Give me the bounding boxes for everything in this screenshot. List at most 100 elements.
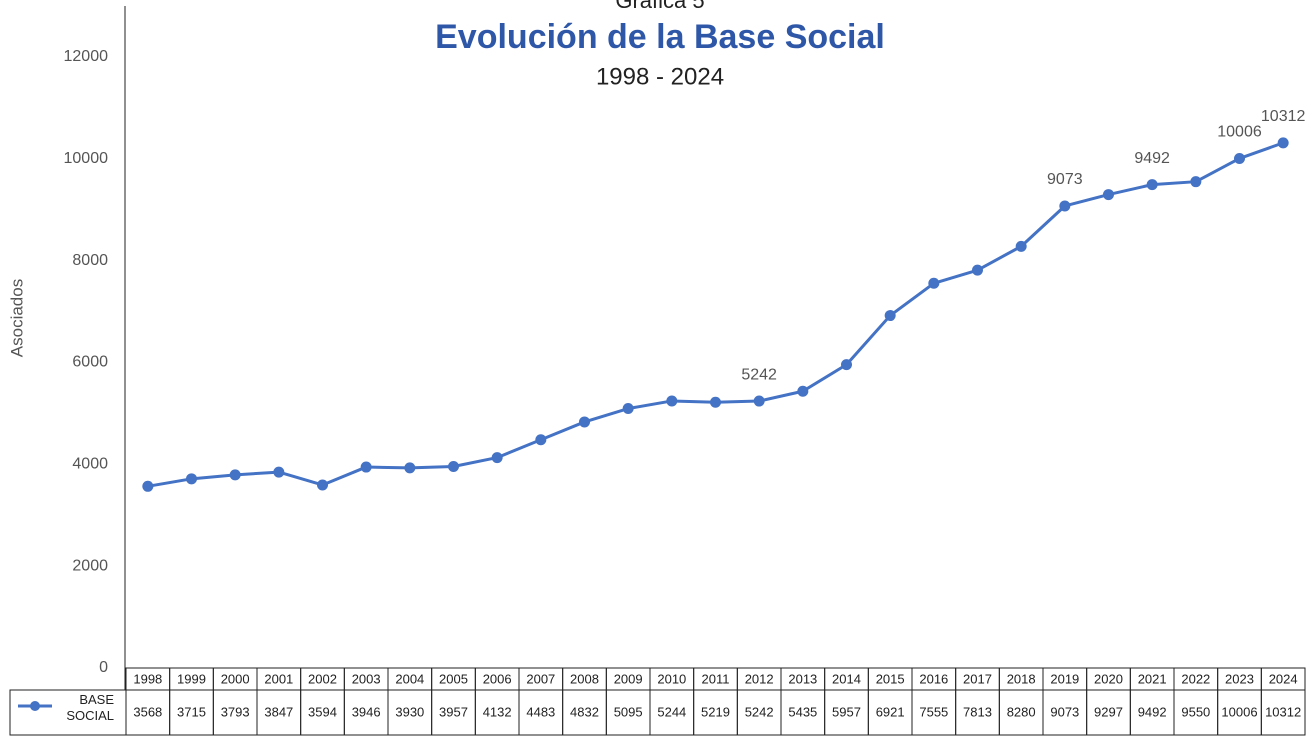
table-value: 4832 [570, 704, 599, 719]
data-label: 9492 [1134, 150, 1170, 167]
point [1277, 137, 1289, 149]
point [186, 473, 197, 485]
point [797, 385, 809, 397]
x-tick-label: 2006 [483, 671, 512, 686]
x-tick-label: 2019 [1050, 671, 1079, 686]
point [753, 395, 765, 407]
x-tick-label: 2018 [1007, 671, 1036, 686]
table-value: 3957 [439, 704, 468, 719]
legend-label: BASE SOCIAL [66, 692, 114, 723]
point [710, 396, 721, 408]
table-value: 7813 [963, 704, 992, 719]
table-value: 9073 [1050, 704, 1079, 719]
y-tick-label: 10000 [64, 150, 109, 167]
table-value: 3930 [395, 704, 424, 719]
y-tick-label: 6000 [72, 354, 108, 371]
chart-title: Evolución de la Base Social [435, 18, 885, 56]
x-tick-label: 2024 [1269, 671, 1298, 686]
point [1059, 200, 1071, 212]
x-tick-label: 2000 [221, 671, 250, 686]
chart-subtitle: 1998 - 2024 [596, 63, 724, 90]
x-tick-label: 2020 [1094, 671, 1123, 686]
point [666, 395, 678, 407]
point [491, 452, 503, 464]
point [1015, 240, 1027, 252]
x-tick-label: 2014 [832, 671, 861, 686]
x-tick-label: 2004 [395, 671, 424, 686]
table-value: 5219 [701, 704, 730, 719]
point [535, 434, 547, 446]
data-label: 10006 [1217, 124, 1262, 141]
table-value: 10006 [1221, 704, 1257, 719]
table-value: 5957 [832, 704, 861, 719]
table-value: 5242 [745, 704, 774, 719]
point [1146, 179, 1158, 191]
table-value: 4483 [526, 704, 555, 719]
table-cell [1260, 689, 1306, 736]
x-tick-label: 2002 [308, 671, 337, 686]
y-tick-label: 0 [99, 659, 108, 676]
point [579, 416, 590, 428]
x-tick-label: 2011 [702, 671, 730, 686]
x-tick-label: 2016 [919, 671, 948, 686]
x-tick-label: 2021 [1138, 671, 1167, 686]
x-tick-label: 2017 [963, 671, 992, 686]
x-tick-label: 2005 [439, 671, 468, 686]
data-label: 9073 [1047, 171, 1083, 188]
table-value: 3847 [264, 704, 293, 719]
y-tick-label: 4000 [72, 456, 108, 473]
table-value: 5435 [788, 704, 817, 719]
table-value: 5095 [614, 704, 643, 719]
x-tick-label: 2015 [876, 671, 905, 686]
x-tick-label: 2013 [788, 671, 817, 686]
legend-marker [30, 701, 40, 711]
table-value: 9550 [1181, 704, 1210, 719]
table-value: 9297 [1094, 704, 1123, 719]
point [622, 403, 634, 415]
y-tick-label: 2000 [72, 557, 108, 574]
table-value: 7555 [919, 704, 948, 719]
table-value: 3793 [221, 704, 250, 719]
point [972, 264, 983, 276]
x-tick-label: 1999 [177, 671, 206, 686]
x-tick-label: 2007 [526, 671, 555, 686]
table-value: 3946 [352, 704, 381, 719]
x-tick-label: 2003 [352, 671, 381, 686]
point [360, 461, 372, 473]
point [1234, 152, 1245, 164]
table-value: 3594 [308, 704, 337, 719]
table-value: 3715 [177, 704, 206, 719]
point [1103, 189, 1114, 201]
x-tick-label: 2022 [1181, 671, 1210, 686]
point [142, 480, 154, 492]
point [317, 479, 328, 491]
point [841, 359, 852, 371]
y-tick-label: 12000 [64, 48, 109, 65]
point [404, 462, 416, 474]
x-tick-label: 2023 [1225, 671, 1254, 686]
data-label: 10312 [1261, 108, 1306, 125]
point [928, 277, 940, 289]
table-value: 4132 [483, 704, 512, 719]
x-tick-label: 2012 [745, 671, 774, 686]
point [1190, 176, 1202, 188]
table-value: 9492 [1138, 704, 1167, 719]
point [229, 469, 241, 481]
table-value: 5244 [657, 704, 686, 719]
x-tick-label: 1998 [133, 671, 162, 686]
y-tick-label: 8000 [72, 252, 108, 269]
point [273, 466, 285, 478]
chart-pretitle: Gráfica 5 [615, 0, 704, 13]
point [448, 460, 459, 472]
x-tick-label: 2001 [264, 671, 293, 686]
table-value: 8280 [1007, 704, 1036, 719]
table-value: 10312 [1265, 704, 1301, 719]
table-value: 6921 [876, 704, 905, 719]
y-axis-label: Asociados [7, 279, 26, 357]
point [884, 310, 896, 322]
table-value: 3568 [133, 704, 162, 719]
x-tick-label: 2009 [614, 671, 643, 686]
data-label: 5242 [741, 366, 777, 383]
x-tick-label: 2008 [570, 671, 599, 686]
